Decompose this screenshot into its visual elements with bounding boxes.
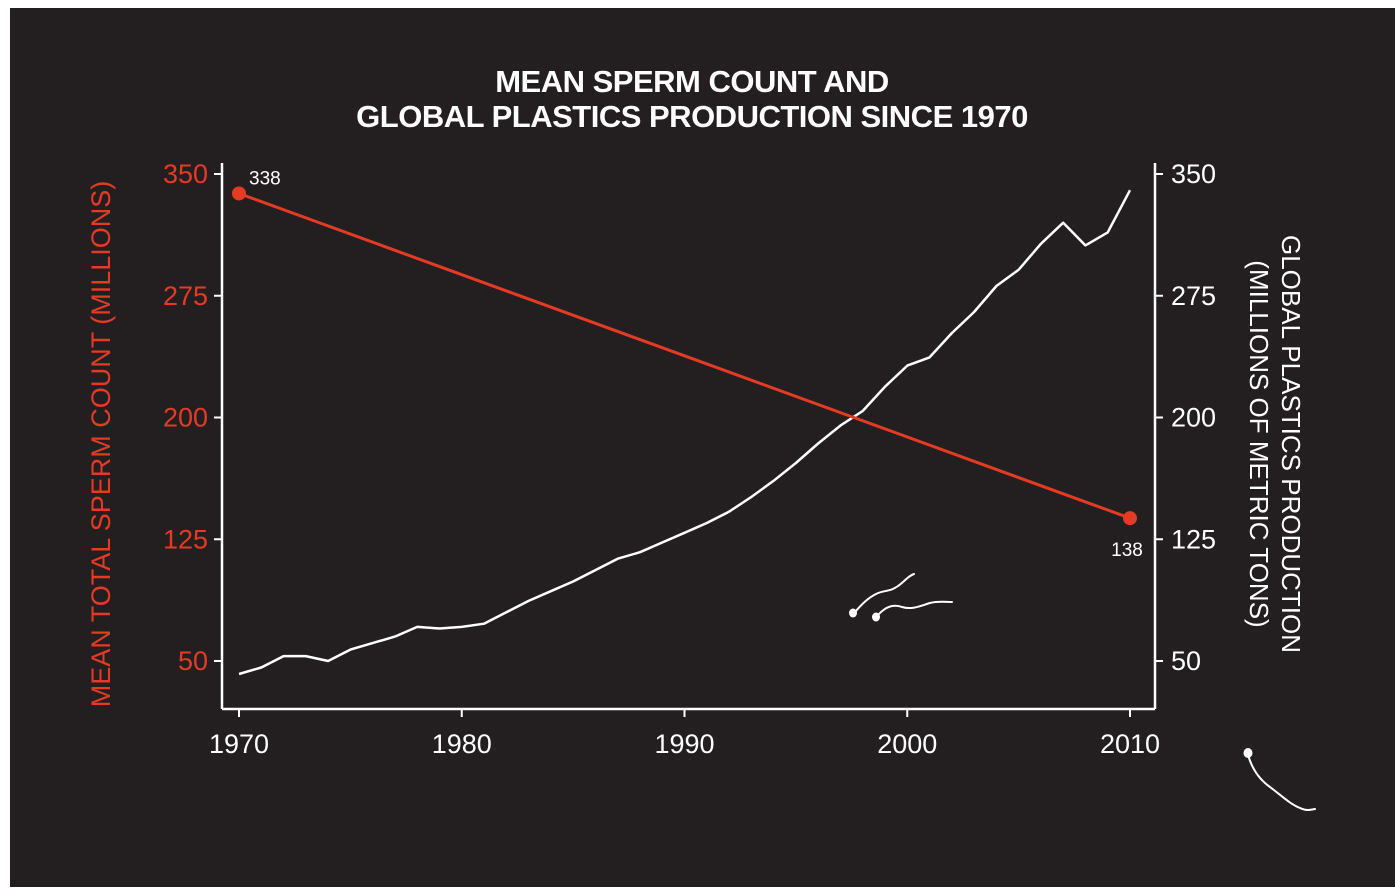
chart: MEAN SPERM COUNT AND GLOBAL PLASTICS PRO… [86, 64, 1316, 811]
sperm-tail-3 [1248, 757, 1316, 811]
y-left-tick-label-4: 350 [163, 159, 208, 189]
y-left-tick-label-1: 125 [163, 524, 208, 554]
y-right-tick-label-0: 50 [1171, 646, 1201, 676]
y-axis-right-label-line-2: (MILLIONS OF METRIC TONS) [1244, 260, 1274, 627]
x-tick-label-1: 1980 [432, 729, 492, 759]
sperm-head-1 [849, 608, 857, 618]
sperm-point-0 [232, 186, 246, 201]
y-right-tick-label-1: 125 [1171, 524, 1216, 554]
y-left-tick-label-2: 200 [163, 403, 208, 433]
x-tick-label-4: 2010 [1100, 729, 1160, 759]
sperm-tail-2 [877, 600, 953, 616]
x-tick-label-2: 1990 [654, 729, 714, 759]
sperm-tail-1 [854, 573, 915, 613]
y-left-tick-label-0: 50 [178, 646, 208, 676]
sperm-data-label-0: 338 [249, 168, 281, 189]
sperm-head-3 [1243, 748, 1253, 758]
x-tick-label-3: 2000 [877, 729, 937, 759]
axes: 50 125 200 275 350 50 125 200 275 350 1970 1980 1990… [163, 159, 1216, 759]
chart-panel: MEAN SPERM COUNT AND GLOBAL PLASTICS PRO… [10, 8, 1395, 887]
series-line-plastics [238, 189, 1132, 676]
y-right-tick-label-2: 200 [1171, 403, 1216, 433]
x-tick-label-0: 1970 [209, 729, 269, 759]
y-left-tick-label-3: 275 [163, 281, 208, 311]
series: 338 138 [232, 168, 1143, 676]
sperm-head-2 [872, 612, 880, 622]
chart-title-line-1: MEAN SPERM COUNT AND [495, 64, 889, 99]
sperm-data-label-1: 138 [1111, 540, 1143, 561]
series-line-sperm-count [238, 192, 1131, 520]
y-right-tick-label-4: 350 [1171, 159, 1216, 189]
y-axis-left-label: MEAN TOTAL SPERM COUNT (MILLIONS) [86, 181, 116, 708]
sperm-doodle-group [849, 573, 1316, 811]
chart-title-line-2: GLOBAL PLASTICS PRODUCTION SINCE 1970 [356, 99, 1028, 134]
sperm-point-1 [1123, 511, 1137, 526]
y-right-tick-label-3: 275 [1171, 281, 1216, 311]
y-axis-right-label-line-1: GLOBAL PLASTICS PRODUCTION [1276, 235, 1306, 653]
